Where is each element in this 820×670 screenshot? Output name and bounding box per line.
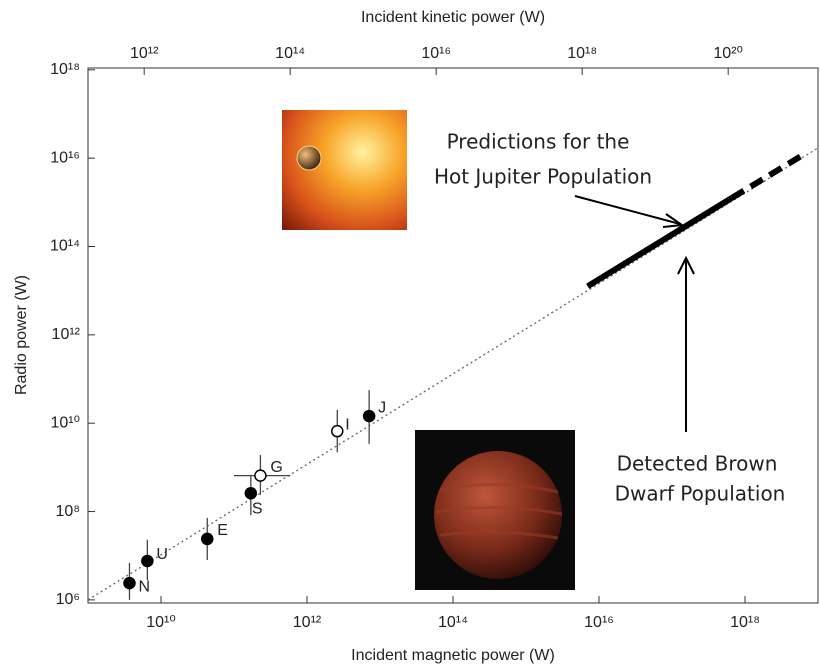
x2-tick-label: 10¹² <box>130 45 159 62</box>
y-tick-label: 10¹² <box>52 326 81 343</box>
y-tick-label: 10¹⁶ <box>50 149 80 166</box>
x2-axis-label: Incident kinetic power (W) <box>361 9 545 26</box>
data-point <box>244 486 258 500</box>
x-tick-label: 10¹² <box>293 614 322 631</box>
data-point <box>123 576 136 590</box>
point-label: S <box>252 500 263 517</box>
point-label: G <box>270 459 282 476</box>
x-axis-label: Incident magnetic power (W) <box>351 647 555 664</box>
y-axis-label: Radio power (W) <box>13 275 30 395</box>
y-tick-label: 10¹⁸ <box>50 61 80 78</box>
point-label: E <box>217 522 228 539</box>
data-point <box>141 554 154 568</box>
hot-jupiter-line <box>586 195 734 289</box>
annotation: Detected Brown <box>617 452 778 476</box>
data-point <box>362 409 376 423</box>
x-tick-label: 10¹⁴ <box>438 614 468 631</box>
annotation: Predictions for the <box>447 130 630 154</box>
data-point <box>254 469 267 482</box>
x2-tick-label: 10¹⁸ <box>567 45 597 62</box>
y-tick-label: 10¹⁰ <box>50 414 80 431</box>
hot-jupiter-line <box>730 152 805 201</box>
brown-dwarf-image <box>415 430 575 590</box>
fit-line <box>87 147 819 601</box>
y-tick-label: 10⁶ <box>56 591 80 608</box>
x-tick-label: 10¹⁰ <box>146 614 176 631</box>
data-point <box>331 424 344 438</box>
y-tick-label: 10¹⁴ <box>50 238 80 255</box>
x-tick-label: 10¹⁶ <box>584 614 614 631</box>
data-point <box>200 532 214 546</box>
y-tick-label: 10⁸ <box>55 503 80 520</box>
x2-tick-label: 10²⁰ <box>713 45 743 62</box>
annotation: Hot Jupiter Population <box>434 165 652 189</box>
point-label: I <box>345 416 349 433</box>
x2-tick-label: 10¹⁶ <box>421 45 451 62</box>
hot-jupiter-image <box>282 110 407 230</box>
x-tick-label: 10¹⁸ <box>730 614 760 631</box>
point-label: U <box>156 546 168 563</box>
annotation: Dwarf Population <box>615 482 786 506</box>
point-label: N <box>138 578 150 595</box>
x2-tick-label: 10¹⁴ <box>275 45 305 62</box>
point-label: J <box>378 399 386 416</box>
